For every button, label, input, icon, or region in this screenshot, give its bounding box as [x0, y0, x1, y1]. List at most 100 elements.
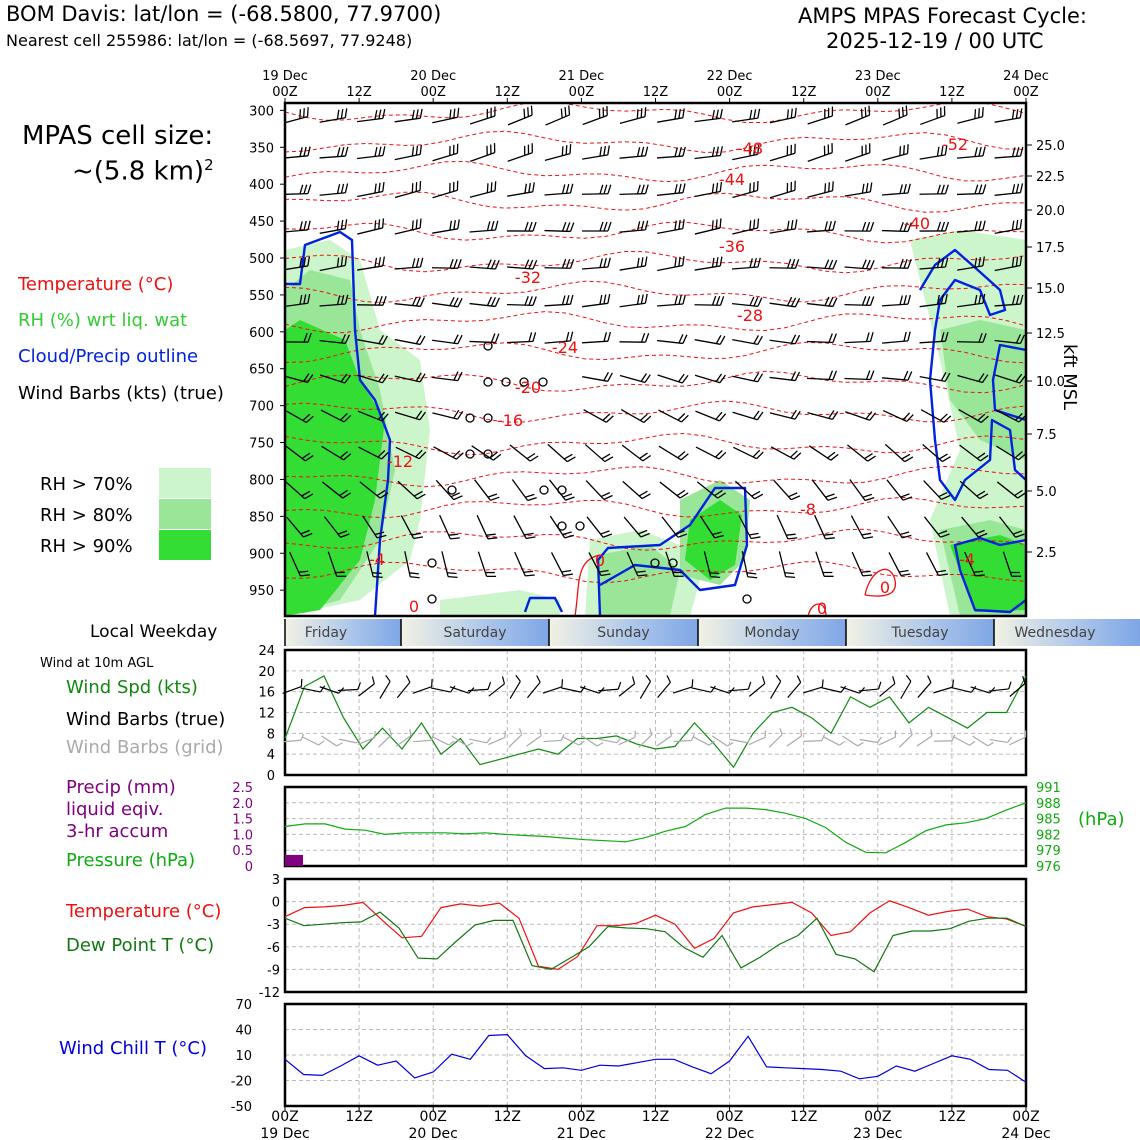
weekday-cell [994, 619, 1140, 646]
wind-barb [544, 331, 574, 344]
wind-barb [806, 259, 838, 270]
surface-wind-barb [379, 674, 391, 699]
surface-wind-barb-feather [431, 679, 433, 687]
wind-barb-feather [939, 413, 948, 421]
wind-barb [994, 373, 1026, 384]
wind-barb-feather [644, 184, 649, 194]
wind-barb [957, 256, 985, 271]
wind-barb-feather [374, 295, 379, 306]
wind-barb-feather [340, 108, 344, 119]
wind-barb-shaft [509, 444, 531, 462]
wind-barb [703, 551, 721, 578]
wind-barb-feather [304, 493, 314, 500]
wind-barb-feather [979, 493, 989, 500]
wind-panel-frame [283, 648, 1028, 777]
wind-barb-feather [644, 146, 649, 156]
wind-barb [888, 552, 911, 577]
wind-barb [432, 334, 463, 345]
wind-barb-feather [449, 296, 455, 306]
wind-barb-feather [786, 146, 789, 156]
wind-barb-shaft [327, 551, 338, 577]
wind-barb-feather [486, 108, 489, 119]
temperature-contour-label: -20 [515, 378, 541, 397]
wind-barb-feather [682, 256, 685, 266]
calm-circle [465, 413, 475, 423]
wind-barb-feather [786, 183, 789, 193]
wind-barb-feather [982, 293, 986, 304]
wind-barb-feather [903, 331, 907, 342]
wind-barb [620, 408, 652, 424]
wind-barb-shaft [769, 302, 796, 308]
wind-barb-feather [865, 296, 871, 306]
wind-barb-shaft [659, 481, 681, 499]
top-date-label: 20 Dec [410, 69, 456, 84]
wind-barb-feather [494, 106, 496, 117]
grid-wind-barb [543, 734, 565, 743]
dewpoint-label: Dew Point T (°C) [66, 935, 215, 956]
grid-wind-barb-feather [409, 729, 412, 736]
wind-barb-feather [902, 534, 912, 539]
wind-barb-feather [1019, 334, 1026, 344]
wind-barb-feather [344, 256, 348, 266]
wind-barb-feather [419, 257, 424, 268]
wind-barb-shaft [694, 190, 721, 198]
wind-barb-feather [714, 489, 723, 497]
grid-wind-barb-shaft [842, 735, 858, 747]
wind-barb-feather [378, 219, 381, 229]
wind-barb-feather [938, 453, 948, 460]
calm-circle [427, 594, 437, 604]
wind-barb-shaft [581, 266, 609, 270]
wind-barb-feather [757, 257, 761, 268]
wind-barb [469, 333, 500, 344]
wind-barb-feather [944, 331, 949, 342]
wind-barb-feather [523, 570, 534, 573]
pressure-tick-label: 750 [249, 437, 274, 452]
wind-barb-feather [419, 297, 425, 307]
kft-tick-label: 2.5 [1036, 546, 1057, 561]
wind-barb-feather [823, 145, 826, 156]
cell-size-title: MPAS cell size: [22, 121, 214, 151]
wind-barb-feather [603, 221, 608, 232]
rh80-swatch [159, 499, 211, 529]
wind-barb-shaft [513, 515, 527, 539]
pressure-tick-label-right: 991 [1036, 781, 1061, 796]
pressure-tick-label: 650 [249, 363, 274, 378]
wind-barb-shaft [514, 551, 526, 577]
wind-barb-feather [523, 108, 526, 119]
wind-barb [919, 293, 948, 308]
wind-barb-shaft [394, 338, 421, 346]
wind-barb-shaft [320, 409, 345, 423]
wind-barb-feather [378, 295, 383, 306]
wind-barb-shaft [619, 265, 646, 271]
wind-barb-feather [676, 489, 686, 497]
wind-barb-feather [382, 108, 386, 119]
grid-wind-barb-feather [727, 742, 734, 747]
surface-wind-barb-feather [385, 674, 391, 682]
surface-wind-barb [618, 676, 636, 697]
grid-wind-barb-shaft [282, 739, 302, 743]
wind-barbs-grid-label: Wind Barbs (grid) [66, 737, 224, 758]
wind-barb [807, 410, 839, 421]
wind-barb-feather [303, 332, 308, 343]
wind-barb-shaft [506, 340, 534, 344]
wind-barb-feather [640, 294, 644, 304]
grid-wind-barb-shaft [859, 738, 878, 744]
wind-barb-feather [1019, 108, 1023, 118]
wind-barb-feather [712, 531, 722, 536]
wind-barb-feather [715, 219, 718, 229]
grid-wind-barb-shaft [378, 734, 392, 748]
wind-barb-feather [490, 107, 492, 118]
wind-barb-shaft [285, 374, 308, 384]
wind-barb-feather [790, 495, 801, 501]
wind-barb [619, 184, 649, 196]
wind-barb [769, 258, 800, 269]
wind-barb-feather [832, 297, 838, 307]
wind-barb-feather [715, 296, 721, 306]
wind-barb-feather [340, 147, 345, 157]
wind-barb-shaft [696, 481, 719, 499]
wind-barb-feather [486, 296, 493, 306]
wind-barb-feather [565, 183, 570, 194]
wind-barb-shaft [923, 516, 942, 538]
wind-barb [881, 370, 913, 381]
wind-barb [769, 334, 801, 345]
